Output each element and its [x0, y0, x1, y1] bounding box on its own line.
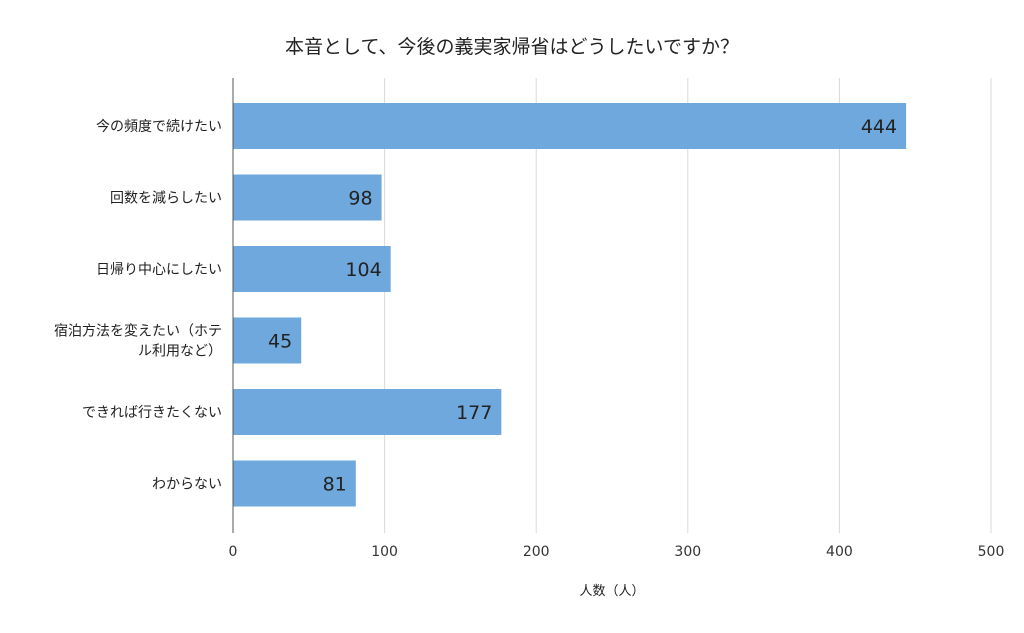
category-label: 今の頻度で続けたい	[96, 118, 222, 135]
x-tick-label: 300	[674, 544, 701, 560]
data-label: 98	[348, 188, 372, 210]
category-label-line: 日帰り中心にしたい	[96, 261, 222, 278]
category-label: わからない	[152, 477, 222, 493]
category-label: 宿泊方法を変えたい（ホテル利用など）	[54, 323, 222, 360]
x-tick-label: 200	[523, 544, 550, 560]
gridlines	[384, 78, 992, 533]
bar	[233, 389, 502, 435]
chart-title: 本音として、今後の義実家帰省はどうしたいですか？	[285, 36, 739, 58]
data-label: 177	[456, 402, 492, 424]
bar	[233, 317, 302, 364]
category-label-line: 今の頻度で続けたい	[96, 118, 222, 135]
bar	[233, 246, 391, 292]
bar	[233, 174, 382, 221]
category-label-line: わからない	[152, 477, 222, 493]
category-label: できれば行きたくない	[82, 405, 222, 421]
category-label-line: ル利用など）	[138, 344, 222, 360]
category-label-line: 回数を減らしたい	[110, 190, 222, 207]
bars: 444 98 104 45 177 81	[233, 103, 907, 507]
category-label-line: 宿泊方法を変えたい（ホテ	[54, 323, 222, 340]
bar	[233, 103, 907, 149]
category-label: 回数を減らしたい	[110, 190, 222, 207]
x-tick-labels: 0 100 200 300 400 500	[229, 544, 1005, 560]
data-label: 45	[268, 331, 292, 353]
x-tick-label: 400	[826, 544, 853, 560]
category-label: 日帰り中心にしたい	[96, 261, 222, 278]
x-tick-label: 0	[229, 544, 238, 560]
data-label: 104	[345, 259, 381, 281]
category-labels: 今の頻度で続けたい回数を減らしたい日帰り中心にしたい宿泊方法を変えたい（ホテル利…	[54, 118, 222, 493]
x-axis-title: 人数（人）	[579, 584, 644, 599]
data-label: 81	[323, 474, 347, 496]
data-label: 444	[861, 116, 897, 138]
category-label-line: できれば行きたくない	[82, 405, 222, 421]
x-tick-label: 500	[978, 544, 1005, 560]
x-tick-label: 100	[371, 544, 398, 560]
bar	[233, 460, 356, 507]
